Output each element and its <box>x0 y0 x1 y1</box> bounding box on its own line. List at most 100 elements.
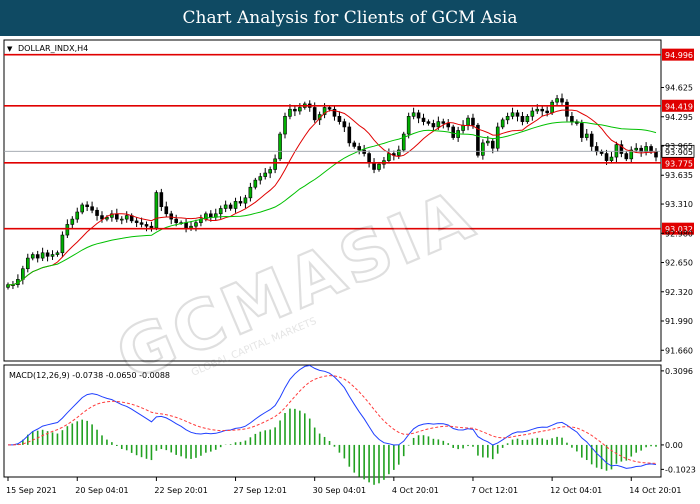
candle-body <box>298 107 302 112</box>
price-tick-label: 92.650 <box>665 259 693 268</box>
symbol-label: DOLLAR_INDX,H4 <box>18 44 88 53</box>
candle-body <box>100 215 104 220</box>
axis-layer: 94.996 94.419 93.775 93.032 93.905 94.625 94.2… <box>6 48 696 495</box>
price-tick-label: 91.660 <box>665 346 693 355</box>
candle-body <box>490 140 495 149</box>
macd-panel-border <box>3 364 662 478</box>
candle-body <box>283 116 287 135</box>
candle-body <box>357 146 362 151</box>
macd-signal-line <box>8 375 657 464</box>
candle-body <box>515 112 520 117</box>
level-label: 94.419 <box>665 102 693 111</box>
candle-body <box>416 112 421 119</box>
candle-body <box>431 123 436 128</box>
candle-body <box>238 201 243 204</box>
candle-body <box>520 116 525 122</box>
candle-body <box>139 222 144 225</box>
candle-body <box>80 204 84 213</box>
candle-body <box>446 123 451 128</box>
candle-body <box>451 126 455 138</box>
candle-body <box>486 140 490 144</box>
price-tick-label: 91.990 <box>665 317 693 326</box>
candle-body <box>90 206 94 211</box>
price-tick-label: 94.295 <box>665 113 693 122</box>
time-tick-label: 7 Oct 12:01 <box>471 486 518 495</box>
candle-body <box>471 117 475 126</box>
candle-body <box>347 126 352 144</box>
candle-body <box>565 101 569 117</box>
candle-body <box>639 147 643 153</box>
candle-body <box>560 98 564 103</box>
candle-body <box>570 116 574 122</box>
candle-body <box>209 213 213 218</box>
candle-body <box>35 254 40 259</box>
macd-line <box>8 364 657 469</box>
candle-body <box>70 218 75 225</box>
candle-body <box>644 146 648 153</box>
candle-body <box>629 149 634 160</box>
candle-body <box>248 186 253 199</box>
candle-body <box>545 110 549 114</box>
candle-body <box>30 254 35 259</box>
candle-body <box>555 98 559 103</box>
current-price-label: 93.905 <box>665 148 693 157</box>
candle-body <box>599 151 604 154</box>
candle-body <box>233 201 238 209</box>
macd-layer <box>8 364 657 485</box>
candle-body <box>110 213 114 218</box>
time-tick-label: 22 Sep 20:01 <box>154 486 207 495</box>
candle-body <box>293 108 297 112</box>
price-tick-label: 92.980 <box>665 229 693 238</box>
candle-body <box>105 217 109 220</box>
candle-body <box>589 133 594 147</box>
candle-body <box>619 144 624 154</box>
collapse-triangle-icon[interactable]: ▼ <box>7 45 13 53</box>
candle-body <box>337 116 342 122</box>
candle-body <box>594 146 599 153</box>
macd-tick-label: -0.1023 <box>665 465 696 474</box>
level-label-box <box>662 99 694 112</box>
candle-body <box>550 101 554 114</box>
time-tick-label: 15 Sep 2021 <box>6 486 57 495</box>
candle-body <box>189 225 193 229</box>
time-tick-label: 30 Sep 04:01 <box>313 486 366 495</box>
candle-body <box>278 133 282 160</box>
candle-body <box>614 144 619 158</box>
candle-body <box>144 224 149 227</box>
candle-body <box>377 163 381 170</box>
chart-frame: 94.996 94.419 93.775 93.032 93.905 94.625 94.2… <box>0 36 700 500</box>
candle-body <box>194 222 198 227</box>
macd-tick-label: 0.00 <box>665 441 683 450</box>
level-label-box <box>662 48 694 61</box>
candle-body <box>223 204 228 209</box>
price-tick-label: 93.965 <box>665 142 693 151</box>
price-tick-label: 93.310 <box>665 200 693 209</box>
candle-body <box>441 121 446 124</box>
candle-body <box>342 121 347 128</box>
candle-body <box>466 117 470 126</box>
candle-body <box>164 206 169 215</box>
chart-title-banner: Chart Analysis for Clients of GCM Asia <box>0 0 700 36</box>
candle-body <box>535 108 540 112</box>
ma-slow-line <box>8 121 657 286</box>
candle-body <box>253 179 258 188</box>
current-price-box <box>661 144 695 158</box>
candle-body <box>530 110 535 117</box>
candle-body <box>75 211 80 220</box>
candle-body <box>312 107 317 121</box>
price-chart[interactable]: 94.996 94.419 93.775 93.032 93.905 94.625 94.2… <box>0 36 700 500</box>
candle-body <box>436 121 441 128</box>
time-tick-label: 20 Sep 04:01 <box>75 486 128 495</box>
candle-body <box>268 169 272 174</box>
candle-body <box>367 153 371 163</box>
candle-body <box>500 119 505 128</box>
level-label: 93.032 <box>665 225 693 234</box>
candle-body <box>95 209 99 216</box>
candle-body <box>604 153 609 161</box>
candle-body <box>119 218 124 221</box>
candle-body <box>55 252 60 255</box>
candle-body <box>288 108 292 117</box>
candle-body <box>609 156 614 161</box>
candle-body <box>406 116 411 135</box>
candle-body <box>169 213 174 220</box>
